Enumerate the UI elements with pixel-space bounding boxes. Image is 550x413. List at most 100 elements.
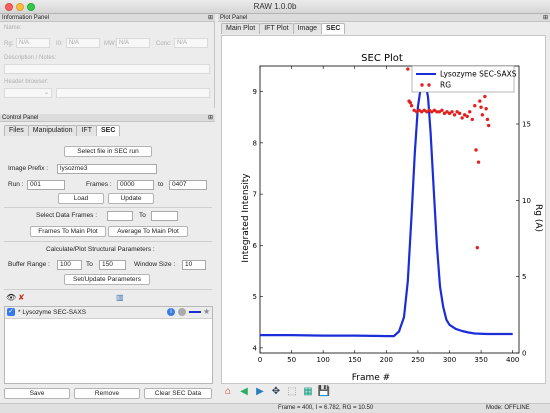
mw-label: MW: [104,41,117,47]
rg-point [447,111,452,116]
pin-icon[interactable]: ⊞ [207,115,213,121]
rg-point [440,108,444,112]
y2-tick-label: 15 [522,121,531,129]
frames-from-input[interactable]: 0000 [117,180,154,190]
window-size-input[interactable]: 10 [182,260,206,270]
separator [4,289,212,290]
rg-point [425,110,429,114]
star-icon[interactable]: ★ [203,307,211,316]
tab-main-plot[interactable]: Main Plot [221,23,261,34]
y-tick-label: 5 [253,293,257,301]
x-tick-label: 100 [316,356,329,364]
save-button[interactable]: Save [4,388,70,399]
sec-plot-area[interactable]: SEC Plot Frame # Integrated Intensity Rg… [221,35,546,384]
rg-point [460,116,464,120]
set-update-parameters-button[interactable]: Set/Update Parameters [64,274,150,285]
frames-to-input[interactable]: 0407 [169,180,207,190]
buffer-range-from-input[interactable]: 100 [57,260,82,270]
average-to-main-plot-button[interactable]: Average To Main Plot [108,226,188,237]
mode-indicator: Mode: OFFLINE [486,405,530,411]
forward-icon[interactable]: ▶ [256,386,264,397]
i0-field: N/A [66,38,100,48]
maximize-window-button[interactable] [27,3,35,11]
separator [4,241,212,242]
rg-point [445,110,449,114]
pin-icon[interactable]: ⊞ [542,15,548,21]
tab-manipulation[interactable]: Manipulation [27,125,78,136]
zoom-icon[interactable]: ⬚ [287,386,297,397]
data-frames-from-input[interactable] [107,211,133,221]
info-panel-header: Information Panel ⊞ [0,14,215,22]
clear-sec-data-button[interactable]: Clear SEC Data [144,388,212,399]
hide-icon[interactable]: ✘ [18,293,25,302]
plot-panel-title: Plot Panel [220,15,248,21]
tab-files[interactable]: Files [4,125,29,136]
rg-field: N/A [16,38,50,48]
rg-point [412,108,416,112]
x-tick-label: 150 [348,356,361,364]
columns-icon[interactable]: ▥ [116,293,124,302]
header-browser-select[interactable]: ⌄ [4,88,52,98]
rg-point [468,110,472,114]
rg-point [462,113,467,117]
rg-point [479,105,483,109]
run-input[interactable]: 001 [27,180,65,190]
x-tick-label: 250 [411,356,424,364]
line-color-swatch[interactable] [189,311,201,313]
rg-point [406,67,410,71]
image-prefix-label: Image Prefix : [8,165,49,172]
pan-icon[interactable]: ✥ [271,386,281,397]
pin-icon[interactable]: ⊞ [207,15,213,21]
tab-ift[interactable]: IFT [76,125,97,136]
tab-image[interactable]: Image [292,23,323,34]
settings-icon[interactable] [178,308,186,316]
image-prefix-input[interactable]: lysozme3 [57,164,157,174]
configure-subplots-icon[interactable]: ▦ [303,386,313,397]
update-button[interactable]: Update [108,193,154,204]
legend-marker-sample [420,83,424,87]
y-tick-label: 4 [253,344,258,352]
info-panel-title: Information Panel [2,15,50,21]
info-panel: Name: Rg: N/A I0: N/A MW: N/A Conc: N/A … [0,22,215,108]
select-file-button[interactable]: Select file in SEC run [64,146,152,157]
minimize-window-button[interactable] [16,3,24,11]
rg-point [474,148,478,152]
eye-icon[interactable]: 👁 [6,293,17,302]
buffer-range-to-input[interactable]: 150 [99,260,126,270]
y2-axis-label: Rg (A) [533,204,543,232]
frames-to-main-plot-button[interactable]: Frames To Main Plot [30,226,106,237]
tab-ift-plot[interactable]: IFT Plot [259,23,294,34]
data-frames-to-input[interactable] [151,211,178,221]
rg-point [417,108,421,112]
y-tick-label: 7 [253,191,257,199]
legend-entry-0: Lysozyme SEC-SAXS [440,70,517,79]
remove-button[interactable]: Remove [74,388,140,399]
x-tick-label: 350 [474,356,487,364]
frames-label: Frames : [86,181,112,188]
rg-point [427,108,431,112]
list-item[interactable]: ✓ * Lysozyme SEC-SAXS i ★ [5,307,212,319]
description-field [4,64,210,74]
frames-to-label: to [158,181,164,188]
buffer-range-to-label: To [86,261,93,268]
sec-chart[interactable]: SEC Plot Frame # Integrated Intensity Rg… [222,36,545,383]
checkbox-checked-icon[interactable]: ✓ [7,308,15,316]
back-icon[interactable]: ◀ [240,386,248,397]
tab-sec-plot[interactable]: SEC [321,23,346,34]
separator [4,207,212,208]
control-panel-title: Control Panel [2,115,39,121]
save-figure-icon[interactable]: 💾 [317,386,331,397]
rg-point [455,110,459,114]
home-icon[interactable]: ⌂ [224,386,232,397]
rg-point [478,99,482,103]
rg-point [470,117,474,122]
load-button[interactable]: Load [58,193,104,204]
rg-point [465,114,469,119]
close-window-button[interactable] [5,3,13,11]
tab-sec[interactable]: SEC [95,125,121,136]
description-label: Description / Notes: [4,55,57,61]
status-bar: Frame = 400, I = 6.782, RG = 10.50 Mode:… [0,403,550,413]
window-titlebar: RAW 1.0.0b [0,0,550,14]
info-icon[interactable]: i [167,308,175,316]
legend-marker-sample [427,83,431,87]
